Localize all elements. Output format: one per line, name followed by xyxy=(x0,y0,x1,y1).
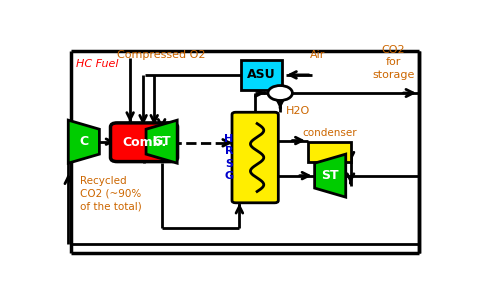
FancyBboxPatch shape xyxy=(308,142,350,162)
Text: condenser: condenser xyxy=(302,128,357,138)
Text: Recycled
CO2 (~90%
of the total): Recycled CO2 (~90% of the total) xyxy=(80,176,142,211)
Text: ASU: ASU xyxy=(247,69,276,81)
Circle shape xyxy=(268,86,293,101)
Text: C: C xyxy=(79,135,88,148)
Text: CO2
for
storage: CO2 for storage xyxy=(372,45,414,80)
Text: Compressed O2: Compressed O2 xyxy=(118,49,206,59)
Text: H2O: H2O xyxy=(286,106,310,116)
Text: HC Fuel: HC Fuel xyxy=(76,59,119,69)
Text: Air: Air xyxy=(310,49,325,59)
Text: Comb.: Comb. xyxy=(122,136,166,149)
FancyBboxPatch shape xyxy=(241,60,282,90)
Polygon shape xyxy=(146,120,177,163)
Polygon shape xyxy=(68,120,99,163)
Text: ST: ST xyxy=(321,169,339,182)
FancyBboxPatch shape xyxy=(232,112,278,203)
FancyBboxPatch shape xyxy=(110,123,177,162)
Polygon shape xyxy=(315,154,346,197)
Text: H
R
S
G: H R S G xyxy=(224,134,234,181)
Text: GT: GT xyxy=(152,135,171,148)
